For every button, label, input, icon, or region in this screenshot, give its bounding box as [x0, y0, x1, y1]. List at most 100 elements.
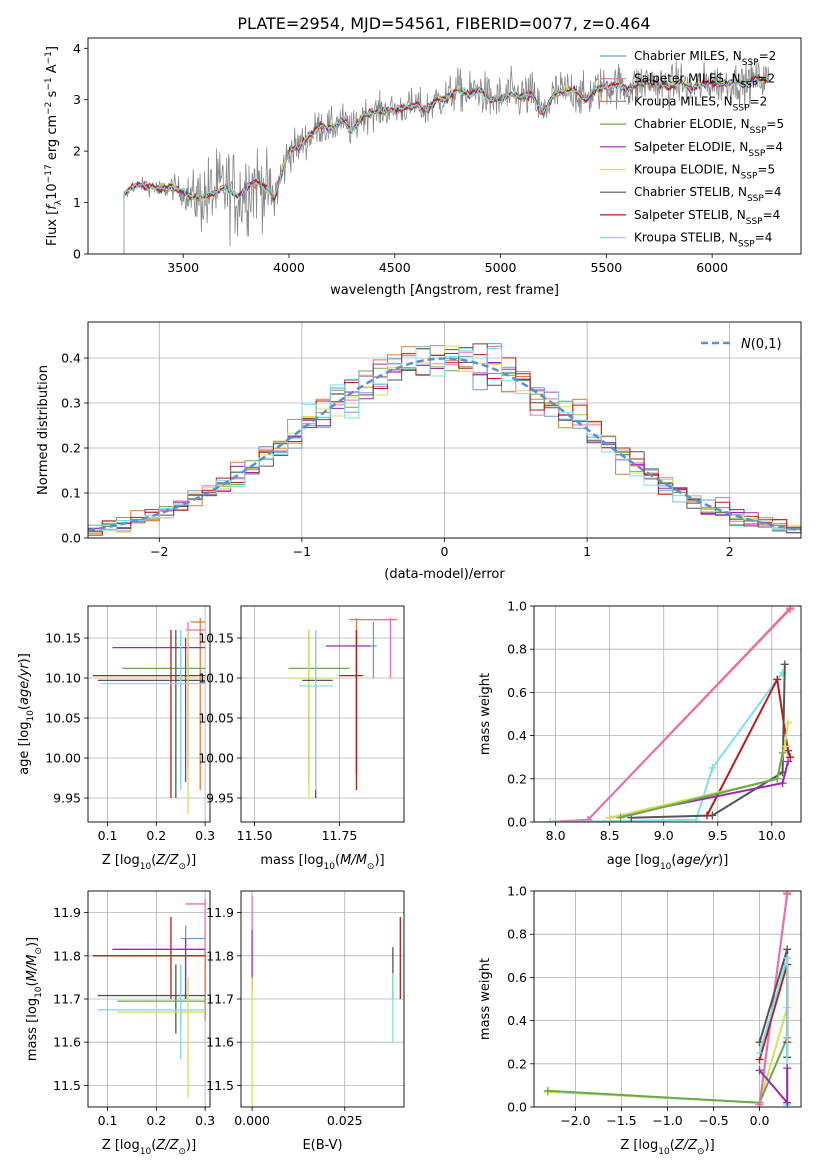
label-part: ⊙ [178, 1147, 186, 1157]
weight-marker [543, 1086, 552, 1095]
x-tick-label: 11.75 [322, 828, 358, 843]
legend-entry: Kroupa ELODIE, NSSP=5 [634, 163, 775, 182]
legend-n: =4 [763, 208, 781, 222]
y-tick-label: 1.0 [507, 884, 527, 899]
legend-n: =4 [764, 185, 782, 199]
legend-text: (0,1) [751, 337, 782, 352]
weight-line [706, 676, 792, 816]
panel-age_vs_mass: 11.50 11.75 9.95 10.00 10.05 10.10 10.15 mass [… [198, 605, 405, 872]
legend-text: Kroupa STELIB, N [634, 231, 738, 245]
weight-marker [755, 1100, 764, 1107]
data-point [117, 977, 206, 1099]
label-part: 10 [140, 862, 152, 872]
y-tick-label: 11.8 [53, 948, 81, 963]
y-tick-label: 0.4 [507, 1013, 527, 1028]
label-part: M/M [25, 955, 40, 982]
y-tick-label: 10.10 [45, 671, 81, 686]
label-part: −17 [44, 164, 54, 183]
y-tick-label: 11.5 [53, 1078, 81, 1093]
panel-spectrum: 3500 4000 4500 5000 5500 6000 0 1 2 3 4 wavelength … [44, 37, 802, 298]
y-tick-label: 10.10 [198, 671, 234, 686]
legend-entry: Salpeter MILES, NSSP=2 [634, 72, 775, 91]
legend-entry: Chabrier STELIB, NSSP=4 [634, 185, 782, 204]
label-part: A [45, 64, 60, 77]
weight-marker [786, 753, 795, 762]
label-part: )] [186, 1138, 196, 1153]
y-tick-label: 0.2 [507, 1056, 527, 1071]
label-part: ( [671, 853, 676, 868]
data-point [122, 630, 206, 782]
label-part: ( [670, 1138, 675, 1153]
plot-area-mass_vs_Z [92, 899, 206, 1099]
data-point [190, 618, 206, 790]
y-tick-label: 0.4 [507, 728, 527, 743]
observed-spectrum [123, 59, 770, 254]
label-part: −2 [44, 102, 54, 115]
label-part: mass [log [260, 853, 323, 868]
axes-frame [240, 605, 405, 823]
x-tick-label: 0.0 [750, 1113, 770, 1128]
legend-text: Salpeter STELIB, N [634, 208, 746, 222]
weight-marker [773, 774, 782, 783]
axes-frame [240, 890, 405, 1108]
legend-sub: SSP [748, 149, 765, 159]
x-tick-label: 5000 [485, 260, 517, 275]
y-tick-label: 3 [73, 92, 81, 107]
label-part: ( [151, 1138, 156, 1153]
weight-marker [780, 742, 789, 751]
label-part: 10 [140, 1147, 152, 1157]
y-tick-label: 10.15 [45, 631, 81, 646]
x-tick-label: 0.1 [98, 1113, 118, 1128]
data-point [185, 630, 191, 814]
label-part: ] [45, 46, 60, 51]
weight-line [758, 894, 789, 1105]
data-point [97, 964, 206, 1034]
legend-entry: Kroupa STELIB, NSSP=4 [634, 231, 772, 250]
label-part: Z/Z [155, 853, 179, 868]
legend-text: Salpeter ELODIE, N [634, 140, 748, 154]
x-tick-label: 0.1 [98, 828, 118, 843]
label-part: 10 [324, 862, 336, 872]
y-axis-label: age [log10(age/yr)] [17, 653, 36, 775]
data-point [97, 630, 206, 798]
y-tick-label: 4 [73, 41, 81, 56]
model-spectrum [123, 75, 769, 201]
x-tick-label: 10.0 [758, 828, 786, 843]
y-tick-label: 11.5 [206, 1078, 234, 1093]
x-tick-label: 0.3 [195, 828, 215, 843]
legend-sub: SSP [733, 103, 750, 113]
x-axis-label: wavelength [Angstrom, rest frame] [330, 283, 559, 298]
y-tick-label: 10.05 [45, 711, 81, 726]
y-tick-label: 11.7 [206, 992, 234, 1007]
y-tick-label: 0.3 [61, 396, 81, 411]
data-point [298, 630, 333, 790]
x-axis-label: Z [log10(Z/Z⊙)] [102, 853, 196, 872]
y-axis-label: Flux [fλ10−17 erg cm−2 s−1 A−1] [44, 46, 64, 246]
y-tick-label: 0 [73, 247, 81, 262]
x-tick-label: −1.0 [652, 1113, 682, 1128]
y-tick-label: 2 [73, 144, 81, 159]
y-tick-label: 0.0 [61, 531, 81, 546]
label-part: ⊙ [697, 1147, 705, 1157]
x-tick-label: −1 [293, 544, 311, 559]
weight-marker [584, 815, 593, 822]
y-tick-label: 11.7 [53, 992, 81, 1007]
x-tick-label: −0.5 [698, 1113, 728, 1128]
label-part: ( [17, 705, 32, 710]
legend-n: =2 [759, 49, 777, 63]
y-axis-label: mass weight [478, 673, 493, 755]
y-tick-label: 0.0 [507, 815, 527, 830]
plot-area-mass_vs_ebv [251, 895, 401, 1107]
label-part: )] [17, 653, 32, 663]
data-point [92, 630, 206, 798]
figure-title: PLATE=2954, MJD=54561, FIBERID=0077, z=0… [237, 14, 650, 33]
label-part: )] [374, 853, 384, 868]
x-tick-label: −1.5 [606, 1113, 636, 1128]
weight-marker [786, 606, 795, 614]
panel-mass_vs_ebv: 0.000 0.025 11.5 11.6 11.7 11.8 11.9 E(B-V) [206, 890, 405, 1153]
y-tick-label: 0.8 [507, 642, 527, 657]
label-part: )] [186, 853, 196, 868]
label-part: 10 [26, 710, 36, 722]
